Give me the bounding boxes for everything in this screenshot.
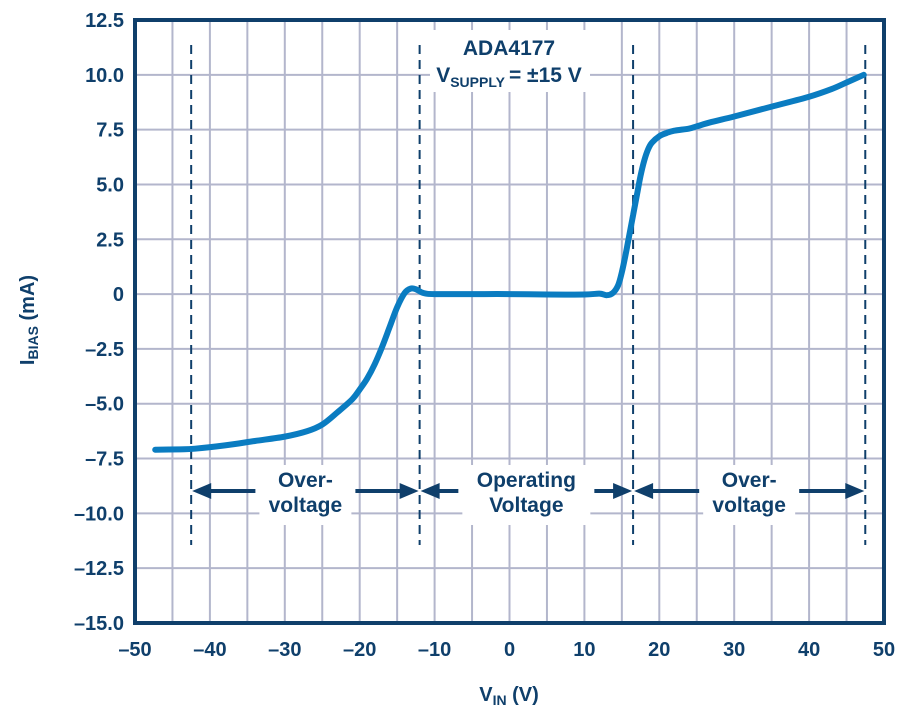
label-background — [430, 30, 590, 92]
label-background — [703, 465, 796, 525]
plot-frame — [133, 18, 886, 625]
chart-annotation-supply: VSUPPLY = ±15 V — [436, 64, 582, 90]
y-tick-label: –2.5 — [85, 339, 124, 361]
supply-value: = ±15 V — [509, 64, 582, 87]
y-tick-label: –7.5 — [85, 449, 124, 471]
y-tick-label: 7.5 — [96, 120, 124, 142]
bias-current-curve — [152, 71, 867, 453]
y-tick-label: –5.0 — [85, 394, 124, 416]
arrow-head-right-icon — [399, 483, 419, 499]
x-tick-label: –40 — [193, 639, 226, 661]
region-boundary-lines — [190, 45, 867, 545]
x-axis-title: VIN (V) — [479, 684, 539, 708]
x-tick-label: –20 — [343, 639, 376, 661]
y-tick-label: 5.0 — [96, 174, 124, 196]
supply-subscript: SUPPLY — [450, 74, 505, 90]
region-label-line2: Voltage — [489, 494, 563, 517]
region-label-line2: voltage — [269, 494, 343, 517]
grid-lines — [135, 20, 884, 623]
x-tick-label: –50 — [118, 639, 151, 661]
arrow-head-right-icon — [845, 483, 865, 499]
y-axis-title: IBIAS (mA) — [17, 275, 41, 365]
region-label-line1: Over- — [278, 469, 333, 492]
x-tick-label: 50 — [873, 639, 895, 661]
y-axis-tick-labels: 12.5 10.0 7.5 5.0 2.5 0 –2.5 –5.0 –7.5 –10.0 –12.5… — [74, 10, 124, 635]
label-background — [462, 465, 591, 525]
arrow-head-right-icon — [613, 483, 633, 499]
label-background — [259, 465, 352, 525]
x-tick-label: 40 — [798, 639, 820, 661]
arrow-head-left-icon — [634, 483, 654, 499]
x-axis-tick-labels: –50 –40 –30 –20 –10 0 10 20 30 40 50 — [118, 639, 895, 661]
region-arrows — [192, 483, 865, 499]
region-label-line1: Operating — [477, 469, 576, 492]
x-tick-label: 20 — [648, 639, 670, 661]
y-tick-label: 2.5 — [96, 229, 124, 251]
y-tick-label: –10.0 — [74, 503, 124, 525]
x-tick-label: 30 — [723, 639, 745, 661]
x-tick-label: 0 — [504, 639, 515, 661]
supply-v: V — [436, 64, 450, 87]
y-tick-label: –15.0 — [74, 613, 124, 635]
y-tick-label: 12.5 — [85, 10, 124, 32]
y-tick-label: 10.0 — [85, 65, 124, 87]
y-tick-label: 0 — [113, 284, 124, 306]
x-tick-label: –10 — [418, 639, 451, 661]
x-tick-label: 10 — [573, 639, 595, 661]
label-backgrounds — [259, 30, 796, 525]
x-tick-label: –30 — [268, 639, 301, 661]
chart-annotation-title: ADA4177 — [463, 37, 555, 60]
region-label-line1: Over- — [722, 469, 777, 492]
y-tick-label: –12.5 — [74, 558, 124, 580]
arrow-head-left-icon — [420, 483, 440, 499]
arrow-head-left-icon — [192, 483, 212, 499]
region-label-line2: voltage — [712, 494, 786, 517]
